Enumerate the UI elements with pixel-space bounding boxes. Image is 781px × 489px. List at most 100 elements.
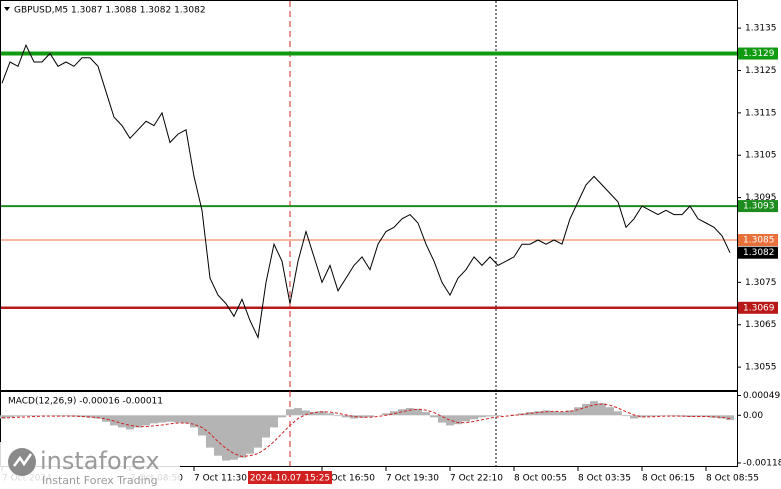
macd-bar — [678, 415, 686, 417]
macd-bar — [558, 412, 566, 416]
macd-bar — [238, 415, 246, 458]
watermark: instaforex Instant Forex Trading — [0, 442, 180, 489]
macd-bar — [422, 412, 430, 416]
macd-bar — [286, 409, 294, 416]
macd-bar — [550, 411, 558, 416]
signal-line — [2, 403, 731, 458]
macd-bar — [454, 415, 462, 425]
macd-bar — [222, 415, 230, 461]
macd-bar — [134, 415, 142, 428]
level-label-bg — [738, 233, 778, 246]
macd-bar — [630, 415, 638, 419]
macd-bar — [102, 415, 110, 422]
macd-bar — [614, 411, 622, 416]
x-tick-label: 8 Oct 06:15 — [642, 474, 695, 484]
level-label: 1.3093 — [743, 202, 775, 212]
last-price-bg — [738, 246, 778, 259]
macd-bar — [334, 415, 342, 417]
y-tick-label: 1.3095 — [745, 193, 777, 203]
macd-bar — [526, 412, 534, 416]
price-line — [1, 43, 731, 340]
x-tick-label: 8 Oct 08:55 — [706, 474, 759, 484]
macd-bar — [254, 415, 262, 448]
x-tick-label: 7 Oct 22:10 — [450, 474, 503, 484]
macd-bar — [486, 415, 494, 417]
macd-bar — [470, 415, 478, 420]
macd-bar — [158, 415, 166, 423]
level-label: 1.3069 — [743, 303, 775, 313]
macd-bar — [182, 415, 190, 424]
macd-title: MACD(12,26,9) -0.00016 -0.00011 — [8, 397, 163, 407]
macd-bar — [438, 415, 446, 423]
macd-bar — [654, 415, 662, 417]
macd-bar — [150, 415, 158, 424]
macd-bar — [278, 415, 286, 418]
macd-bar — [166, 415, 174, 422]
y-tick-label: -0.00118 — [743, 458, 781, 468]
macd-bar — [646, 415, 654, 417]
y-tick-label: 1.3075 — [745, 278, 777, 288]
macd-bar — [494, 415, 502, 417]
macd-bar — [310, 412, 318, 416]
macd-bar — [598, 403, 606, 416]
macd-bar — [30, 415, 38, 417]
last-price-label: 1.3082 — [743, 248, 775, 258]
macd-bar — [590, 401, 598, 416]
macd-bar — [0, 415, 6, 419]
macd-bar — [214, 415, 222, 456]
macd-bar — [398, 409, 406, 416]
macd-bar — [638, 415, 646, 418]
y-tick-label: 0.00049 — [743, 391, 780, 401]
level-label-bg — [738, 200, 778, 213]
macd-bar — [446, 415, 454, 426]
macd-bar — [270, 415, 278, 428]
macd-bar — [230, 415, 238, 460]
y-tick-label: 1.3065 — [745, 320, 777, 330]
macd-bar — [246, 415, 254, 454]
level-label-bg — [738, 47, 778, 60]
macd-bar — [478, 415, 486, 418]
macd-bar — [326, 413, 334, 416]
macd-bar — [118, 415, 126, 428]
macd-bar — [22, 415, 30, 417]
x-tick-label: 8 Oct 00:55 — [514, 474, 567, 484]
macd-bar — [694, 415, 702, 417]
macd-bar — [390, 411, 398, 416]
macd-bar — [174, 415, 182, 423]
title-arrow — [4, 7, 10, 11]
macd-bar — [94, 415, 102, 419]
macd-bar — [110, 415, 118, 426]
macd-bar — [566, 410, 574, 416]
macd-bar — [198, 415, 206, 436]
macd-bar — [126, 415, 134, 430]
y-tick-label: 1.3055 — [745, 363, 777, 373]
macd-bar — [14, 415, 22, 417]
x-tick-label: 7 Oct 16:50 — [322, 474, 375, 484]
macd-bar — [294, 408, 302, 416]
macd-bar — [534, 411, 542, 416]
macd-bar — [542, 410, 550, 416]
macd-bar — [262, 415, 270, 438]
macd-bar — [414, 408, 422, 416]
macd-bar — [574, 407, 582, 416]
chart-title: GBPUSD,M5 1.3087 1.3088 1.3082 1.3082 — [14, 6, 206, 16]
watermark-tagline: Instant Forex Trading — [42, 474, 158, 487]
crosshair-label-bg — [248, 471, 332, 484]
level-label: 1.3085 — [743, 235, 775, 245]
level-label-bg — [738, 301, 778, 314]
macd-bar — [62, 415, 70, 417]
macd-bar — [582, 403, 590, 416]
y-tick-label: 1.3125 — [745, 66, 777, 76]
macd-bar — [462, 415, 470, 422]
macd-bar — [6, 415, 14, 418]
y-tick-label: 1.3105 — [745, 151, 777, 161]
macd-bar — [366, 415, 374, 417]
macd-bar — [510, 414, 518, 416]
x-tick-label: 7 Oct 11:30 — [194, 474, 247, 484]
macd-bar — [406, 408, 414, 416]
y-tick-label: 0.00 — [743, 411, 763, 421]
macd-bar — [622, 415, 630, 417]
macd-bar — [726, 415, 734, 421]
watermark-logo-mark — [13, 453, 33, 467]
